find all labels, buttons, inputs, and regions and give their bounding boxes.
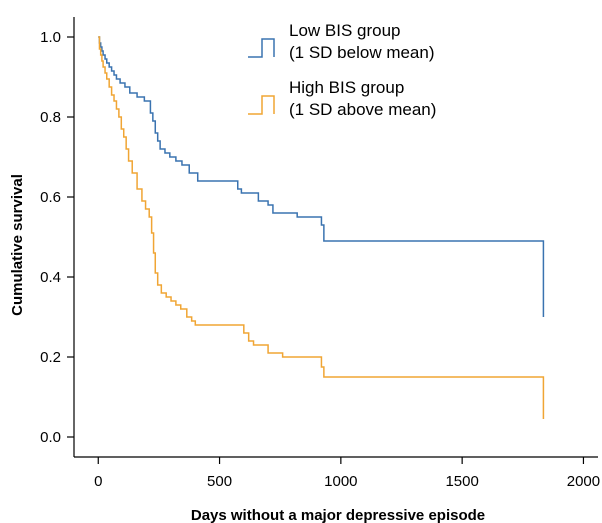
series-lines: [98, 36, 545, 419]
x-axis-title: Days without a major depressive episode: [191, 507, 485, 523]
legend-label-detail: (1 SD below mean): [289, 43, 435, 62]
y-axis-title: Cumulative survival: [9, 174, 26, 316]
axes: [73, 17, 598, 458]
legend-key-icon: [248, 38, 275, 58]
legend-key-icon: [248, 95, 275, 115]
x-tick-label: 2000: [567, 473, 600, 490]
series-high-bis-line: [98, 36, 545, 419]
x-tick-label: 500: [207, 473, 232, 490]
legend: Low BIS group (1 SD below mean) High BIS g…: [248, 21, 436, 119]
legend-label: Low BIS group: [289, 21, 401, 40]
x-tick-label: 0: [94, 473, 102, 490]
y-tick-label: 0.2: [40, 349, 61, 366]
y-tick-label: 1.0: [40, 29, 61, 46]
series-low-bis-line: [98, 36, 545, 317]
y-tick-label: 0.6: [40, 189, 61, 206]
x-tick-label: 1000: [324, 473, 357, 490]
y-tick-label: 0.0: [40, 429, 61, 446]
y-tick-label: 0.4: [40, 269, 61, 286]
legend-label: High BIS group: [289, 78, 404, 97]
tick-marks: 0 500 1000 1500 2000 0.0 0.2 0.4 0.6 0.8 1.0: [40, 29, 600, 490]
legend-label-detail: (1 SD above mean): [289, 100, 436, 119]
x-tick-label: 1500: [445, 473, 478, 490]
y-tick-label: 0.8: [40, 109, 61, 126]
